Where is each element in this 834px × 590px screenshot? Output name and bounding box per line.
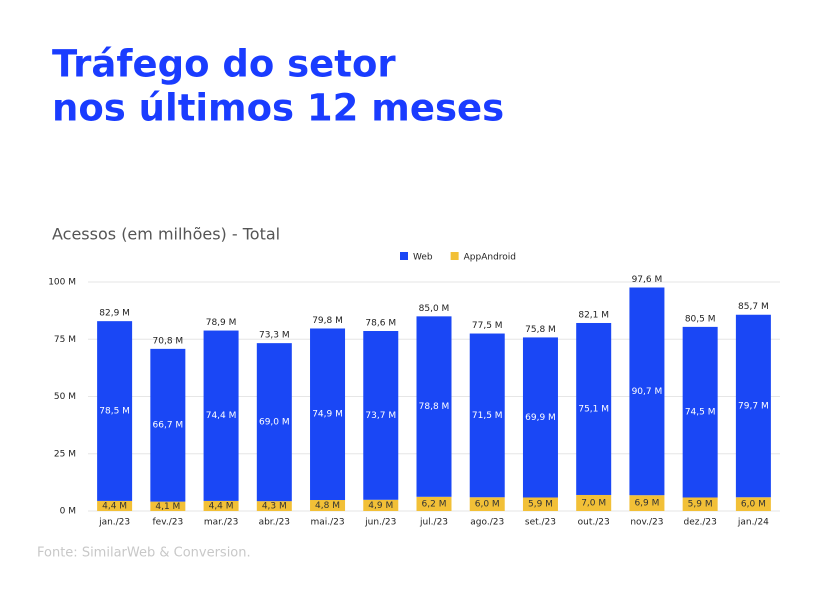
x-tick-label: mai./23 [310,518,344,528]
bar-segment [310,500,346,511]
bar-segment [576,494,612,511]
value-label: 4,4 M [209,501,234,511]
x-tick-label: mar./23 [204,518,239,528]
bar-segment [522,337,558,498]
total-label: 85,0 M [419,304,450,314]
x-tick-label: jan./24 [737,518,769,528]
value-label: 74,5 M [685,408,716,418]
value-label: 6,0 M [475,500,500,510]
total-label: 78,6 M [365,319,396,329]
value-label: 6,2 M [422,499,447,509]
value-label: 74,4 M [206,411,237,421]
bar-segment [256,501,292,511]
bar-segment [203,330,239,501]
total-label: 77,5 M [472,321,503,331]
bar-segment [150,348,186,502]
bar-segment [97,321,133,501]
x-tick-label: set./23 [525,518,556,528]
y-tick-label: 0 M [60,507,76,517]
total-label: 97,6 M [632,275,663,285]
y-tick-label: 50 M [54,392,76,402]
x-tick-label: jul./23 [419,518,448,528]
value-label: 69,0 M [259,418,290,428]
chart-title: Tráfego do setor [52,43,396,86]
source: Fonte: SimilarWeb & Conversion. [37,546,251,561]
total-label: 80,5 M [685,314,716,324]
value-label: 90,7 M [632,387,663,397]
value-label: 78,5 M [99,407,130,417]
x-tick-label: out./23 [578,518,610,528]
bar-segment [310,328,346,501]
y-tick-label: 75 M [54,335,76,345]
x-tick-label: jun./23 [364,518,396,528]
chart-title: nos últimos 12 meses [52,87,504,130]
legend-label: Web [413,253,433,263]
total-label: 79,8 M [312,316,343,326]
bar-segment [150,501,186,511]
value-label: 6,0 M [741,500,766,510]
bar-segment [682,326,718,498]
bar-segment [576,322,612,495]
total-label: 82,9 M [99,309,130,319]
value-label: 69,9 M [525,413,556,423]
bar-segment [735,497,771,511]
total-label: 78,9 M [206,318,237,328]
value-label: 71,5 M [472,411,503,421]
y-tick-label: 25 M [54,449,76,459]
value-label: 4,3 M [262,502,287,512]
value-label: 74,9 M [312,410,343,420]
x-tick-label: dez./23 [683,518,716,528]
total-label: 75,8 M [525,325,556,335]
value-label: 4,8 M [315,501,340,511]
value-label: 6,9 M [634,499,659,509]
x-tick-label: ago./23 [470,518,504,528]
value-label: 7,0 M [581,498,606,508]
bar-segment [629,287,665,496]
bar-segment [629,495,665,511]
bar-segment [469,333,505,498]
bar-segment [469,497,505,511]
x-tick-label: abr./23 [259,518,290,528]
legend-swatch [400,252,408,260]
total-label: 82,1 M [578,310,609,320]
value-label: 5,9 M [688,500,713,510]
bar-segment [735,314,771,498]
bar-segment [203,500,239,511]
bar-segment [416,496,452,511]
x-tick-label: nov./23 [630,518,663,528]
subtitle: Acessos (em milhões) - Total [52,225,280,244]
total-label: 70,8 M [153,336,184,346]
bar-segment [363,499,399,511]
x-tick-label: jan./23 [98,518,130,528]
value-label: 4,4 M [102,501,127,511]
total-label: 85,7 M [738,302,769,312]
value-label: 4,1 M [155,502,180,512]
value-label: 78,8 M [419,402,450,412]
legend-swatch [450,252,459,260]
y-tick-label: 100 M [48,278,76,288]
total-label: 73,3 M [259,331,290,341]
value-label: 79,7 M [738,402,769,412]
bar-segment [522,497,558,511]
bar-segment [682,497,718,511]
legend-label: AppAndroid [464,253,516,263]
value-label: 73,7 M [365,411,396,421]
bar-segment [416,316,452,497]
x-tick-label: fev./23 [153,518,184,528]
bar-segment [363,331,399,500]
bar-segment [256,343,292,502]
value-label: 66,7 M [153,421,184,431]
value-label: 5,9 M [528,500,553,510]
bar-segment [97,500,133,511]
value-label: 4,9 M [368,501,393,511]
value-label: 75,1 M [578,404,609,414]
